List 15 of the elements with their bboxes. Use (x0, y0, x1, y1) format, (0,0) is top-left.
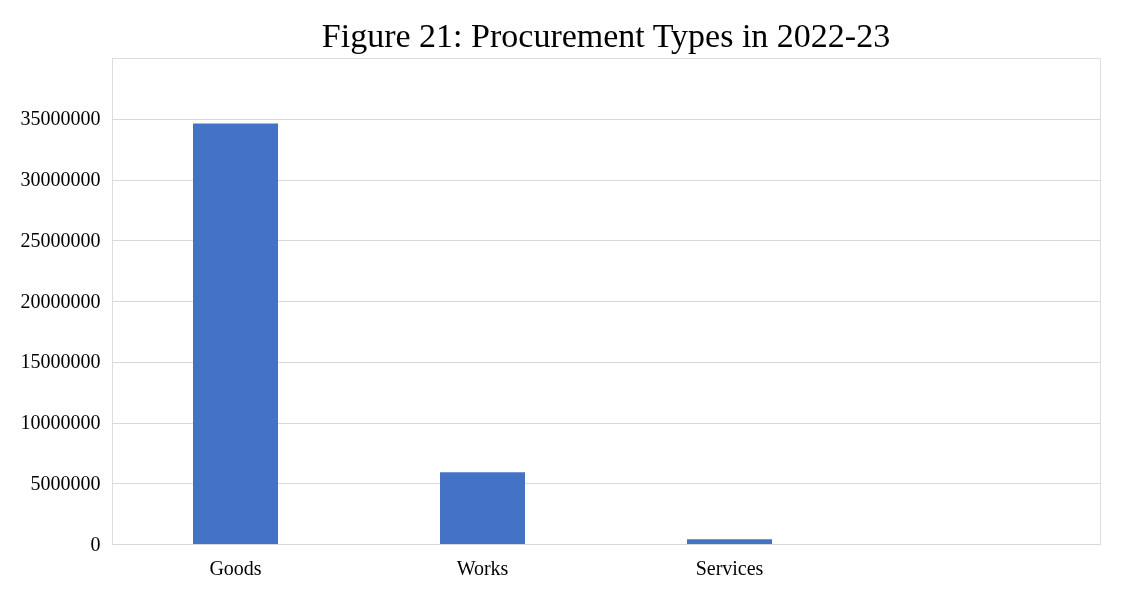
y-tick-label: 35000000 (20, 107, 101, 130)
y-tick-label: 25000000 (20, 228, 101, 251)
x-tick-label: Works (456, 556, 509, 579)
chart-title: Figure 21: Procurement Types in 2022-23 (321, 17, 891, 54)
y-tick-label: 30000000 (20, 168, 101, 190)
y-tick-label: 5000000 (30, 471, 101, 494)
y-tick-label: 0 (90, 532, 101, 555)
bar (687, 539, 772, 544)
y-tick-label: 15000000 (20, 350, 101, 373)
bar (440, 472, 525, 544)
y-tick-label: 10000000 (20, 411, 101, 433)
x-tick-label: Services (695, 556, 764, 579)
x-tick-label: Goods (209, 556, 262, 579)
y-tick-label: 20000000 (20, 289, 101, 312)
bar (193, 123, 278, 544)
